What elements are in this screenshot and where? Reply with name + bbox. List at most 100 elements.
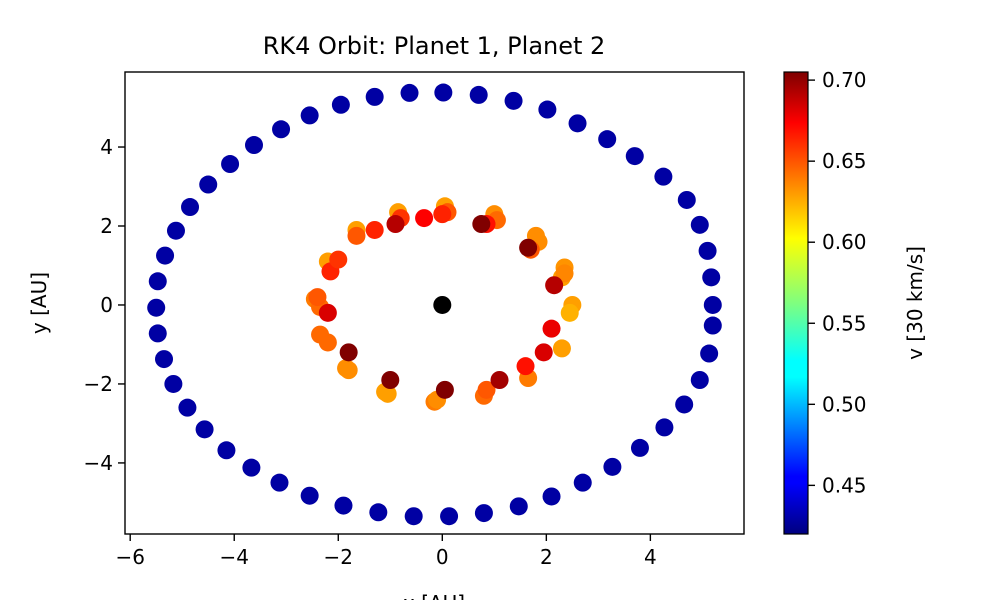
orbit-point-s1-48: [700, 344, 719, 363]
orbit-point-s2-41: [381, 371, 400, 389]
colorbar-tick-label: 0.70: [822, 68, 867, 92]
orbit-point-s1-38: [440, 507, 459, 526]
orbit-point-s2-32: [555, 264, 574, 283]
orbit-point-s2-37: [329, 250, 348, 269]
orbit-point-s1-9: [538, 100, 557, 119]
x-tick-label: 0: [436, 545, 449, 569]
orbit-point-s2-36: [365, 220, 384, 239]
orbit-point-s1-44: [630, 438, 649, 457]
orbit-point-s2-44: [534, 343, 553, 362]
orbit-point-s1-28: [164, 374, 183, 393]
colorbar: [783, 71, 809, 535]
orbit-point-s1-34: [300, 486, 319, 505]
orbit-point-s1-12: [434, 83, 453, 102]
orbit-point-s1-3: [690, 215, 709, 234]
colorbar-tick-label: 0.60: [822, 230, 867, 254]
x-tick-label: 4: [644, 545, 657, 569]
orbit-point-s2-22: [347, 226, 366, 245]
orbit-point-s2-43: [490, 371, 509, 389]
orbit-point-s1-20: [199, 175, 218, 194]
orbit-point-s1-10: [504, 91, 523, 110]
orbit-point-s1-6: [625, 147, 644, 166]
orbit-point-s1-32: [242, 458, 261, 477]
orbit-point-s1-5: [654, 167, 673, 186]
orbit-point-s1-33: [270, 473, 289, 492]
orbit-point-s1-24: [148, 272, 167, 291]
orbit-point-s2-48: [386, 215, 405, 234]
orbit-point-s2-30: [516, 357, 535, 376]
orbit-point-s2-31: [542, 319, 561, 338]
orbit-point-s1-47: [690, 371, 709, 389]
orbit-point-s1-15: [331, 95, 350, 114]
y-tick-label: −4: [84, 451, 113, 475]
y-tick-label: −2: [84, 372, 113, 396]
x-tick-label: −4: [219, 545, 248, 569]
orbit-point-s1-23: [156, 246, 175, 265]
y-tick-label: 2: [100, 214, 113, 238]
orbit-point-s1-17: [272, 120, 291, 139]
x-tick-label: 2: [540, 545, 553, 569]
orbit-point-s1-35: [334, 496, 353, 515]
orbit-point-s2-29: [477, 380, 496, 399]
orbit-point-s2-15: [552, 339, 571, 358]
orbit-point-s1-27: [155, 350, 174, 369]
orbit-point-s2-16: [560, 303, 579, 322]
orbit-point-s1-22: [166, 221, 185, 240]
orbit-point-s1-11: [469, 85, 488, 104]
x-tick-label: −2: [324, 545, 353, 569]
star-point: [433, 295, 452, 314]
orbit-point-s2-45: [545, 276, 564, 295]
orbit-point-s1-30: [195, 420, 214, 439]
orbit-point-s2-49: [433, 205, 452, 224]
y-tick-label: 0: [100, 293, 113, 317]
orbit-point-s1-36: [369, 503, 388, 522]
orbit-point-s1-41: [542, 487, 561, 506]
plot-area: [147, 83, 722, 526]
orbit-point-s1-42: [573, 473, 592, 492]
orbit-point-s1-26: [148, 324, 167, 343]
orbit-point-s2-26: [339, 361, 358, 380]
orbit-point-s1-14: [365, 87, 384, 106]
x-axis-label: x [AU]: [403, 591, 465, 600]
orbit-point-s1-4: [677, 190, 696, 209]
orbit-point-s2-35: [415, 209, 434, 228]
orbit-point-s1-43: [603, 457, 622, 476]
orbit-point-s1-49: [703, 316, 722, 335]
orbit-point-s2-27: [378, 384, 397, 403]
orbit-point-s1-0: [703, 295, 722, 314]
y-axis: −4 −2 0 2 4: [84, 135, 125, 475]
orbit-point-s1-29: [178, 398, 197, 417]
orbit-point-s1-45: [655, 418, 674, 437]
orbit-point-s1-2: [698, 241, 717, 260]
orbit-point-s1-39: [474, 504, 493, 523]
colorbar-label: v [30 km/s]: [903, 246, 927, 360]
orbit-point-s1-25: [147, 298, 166, 317]
orbit-point-s1-18: [245, 136, 264, 155]
orbit-point-s1-13: [400, 83, 419, 102]
orbit-point-s2-39: [318, 303, 337, 322]
orbit-point-s1-21: [181, 198, 200, 217]
y-axis-label: y [AU]: [27, 272, 51, 334]
orbit-point-s2-40: [339, 343, 358, 362]
orbit-point-s1-7: [598, 130, 617, 149]
colorbar-axis: 0.45 0.50 0.55 0.60 0.65 0.70: [808, 68, 867, 497]
x-axis: −6 −4 −2 0 2 4: [115, 534, 657, 569]
plot-frame: [124, 71, 745, 535]
orbit-point-s2-38: [308, 288, 327, 307]
orbit-point-s1-37: [404, 507, 423, 526]
colorbar-tick-label: 0.45: [822, 473, 867, 497]
orbit-point-s1-46: [675, 395, 694, 414]
colorbar-tick-label: 0.50: [822, 392, 867, 416]
colorbar-tick-label: 0.55: [822, 311, 867, 335]
orbit-point-s1-40: [509, 497, 528, 516]
orbit-point-s2-42: [435, 380, 454, 399]
y-tick-label: 4: [100, 135, 113, 159]
orbit-point-s2-46: [519, 238, 538, 257]
x-tick-label: −6: [115, 545, 144, 569]
orbit-point-s1-16: [300, 106, 319, 125]
chart-title: RK4 Orbit: Planet 1, Planet 2: [263, 32, 606, 60]
orbit-point-s2-47: [472, 215, 491, 234]
orbit-point-s2-25: [318, 333, 337, 352]
orbit-point-s1-31: [217, 441, 236, 460]
